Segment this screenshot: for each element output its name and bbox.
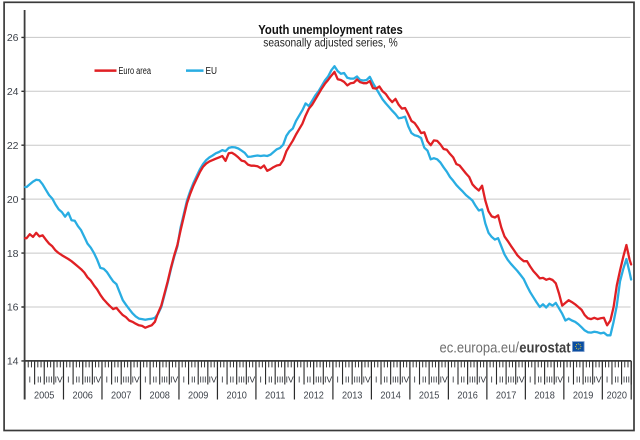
svg-text:20: 20	[7, 194, 19, 206]
svg-text:III: III	[161, 374, 168, 384]
svg-text:2020: 2020	[607, 390, 628, 402]
svg-text:I: I	[221, 374, 223, 384]
svg-text:III: III	[46, 374, 53, 384]
svg-text:II: II	[268, 374, 273, 384]
svg-text:III: III	[353, 374, 360, 384]
svg-text:IV: IV	[209, 374, 217, 384]
svg-text:I: I	[260, 374, 262, 384]
svg-text:I: I	[337, 374, 339, 384]
svg-text:14: 14	[7, 356, 19, 368]
svg-text:IV: IV	[401, 374, 409, 384]
svg-text:ec.europa.eu/: ec.europa.eu/	[440, 340, 520, 356]
svg-text:I: I	[606, 374, 608, 384]
svg-text:II: II	[230, 374, 235, 384]
svg-text:seasonally adjusted series, %: seasonally adjusted series, %	[263, 36, 398, 50]
svg-text:22: 22	[7, 140, 19, 152]
svg-text:2008: 2008	[150, 390, 171, 402]
svg-text:I: I	[414, 374, 416, 384]
svg-text:IV: IV	[132, 374, 140, 384]
svg-text:II: II	[576, 374, 581, 384]
svg-text:I: I	[529, 374, 531, 384]
svg-text:II: II	[383, 374, 388, 384]
svg-text:IV: IV	[55, 374, 63, 384]
svg-text:II: II	[460, 374, 465, 384]
svg-text:II: II	[153, 374, 158, 384]
svg-text:I: I	[568, 374, 570, 384]
svg-text:III: III	[430, 374, 437, 384]
svg-text:IV: IV	[593, 374, 601, 384]
svg-text:I: I	[144, 374, 146, 384]
svg-text:IV: IV	[555, 374, 563, 384]
svg-text:2019: 2019	[573, 390, 594, 402]
svg-text:I: I	[183, 374, 185, 384]
svg-text:III: III	[84, 374, 91, 384]
svg-text:Youth unemployment rates: Youth unemployment rates	[258, 22, 403, 37]
svg-text:II: II	[76, 374, 81, 384]
svg-text:I: I	[298, 374, 300, 384]
svg-text:IV: IV	[286, 374, 294, 384]
svg-text:Euro area: Euro area	[119, 66, 152, 77]
svg-text:IV: IV	[516, 374, 524, 384]
svg-text:III: III	[199, 374, 206, 384]
svg-text:2013: 2013	[342, 390, 363, 402]
svg-text:III: III	[392, 374, 399, 384]
svg-text:III: III	[584, 374, 591, 384]
svg-text:IV: IV	[247, 374, 255, 384]
svg-text:III: III	[276, 374, 283, 384]
svg-text:2010: 2010	[227, 390, 248, 402]
svg-text:2005: 2005	[34, 390, 55, 402]
svg-text:2015: 2015	[419, 390, 440, 402]
svg-text:II: II	[422, 374, 427, 384]
svg-text:I: I	[452, 374, 454, 384]
svg-text:II: II	[537, 374, 542, 384]
svg-text:IV: IV	[324, 374, 332, 384]
svg-text:I: I	[29, 374, 31, 384]
svg-text:II: II	[345, 374, 350, 384]
svg-text:EU: EU	[206, 66, 218, 77]
svg-text:I: I	[375, 374, 377, 384]
svg-text:eurostat: eurostat	[519, 340, 570, 356]
svg-text:2014: 2014	[380, 390, 401, 402]
svg-text:III: III	[623, 374, 630, 384]
svg-text:2011: 2011	[265, 390, 286, 402]
svg-text:I: I	[491, 374, 493, 384]
svg-text:2012: 2012	[304, 390, 325, 402]
svg-text:II: II	[499, 374, 504, 384]
svg-text:2006: 2006	[73, 390, 94, 402]
svg-text:I: I	[67, 374, 69, 384]
svg-text:2007: 2007	[111, 390, 132, 402]
svg-text:IV: IV	[440, 374, 448, 384]
svg-text:18: 18	[7, 248, 19, 260]
svg-text:II: II	[614, 374, 619, 384]
svg-text:IV: IV	[478, 374, 486, 384]
svg-text:2016: 2016	[457, 390, 478, 402]
svg-text:III: III	[238, 374, 245, 384]
svg-text:III: III	[469, 374, 476, 384]
svg-text:III: III	[315, 374, 322, 384]
svg-text:II: II	[114, 374, 119, 384]
svg-text:2017: 2017	[496, 390, 517, 402]
svg-text:24: 24	[7, 86, 19, 98]
svg-text:IV: IV	[93, 374, 101, 384]
svg-text:III: III	[546, 374, 553, 384]
svg-text:16: 16	[7, 302, 19, 314]
svg-text:IV: IV	[363, 374, 371, 384]
svg-text:26: 26	[7, 32, 19, 44]
svg-text:III: III	[122, 374, 129, 384]
svg-text:I: I	[106, 374, 108, 384]
svg-text:III: III	[507, 374, 514, 384]
svg-text:II: II	[37, 374, 42, 384]
svg-text:II: II	[307, 374, 312, 384]
svg-text:2009: 2009	[188, 390, 209, 402]
svg-text:2018: 2018	[534, 390, 555, 402]
svg-text:IV: IV	[170, 374, 178, 384]
svg-text:II: II	[191, 374, 196, 384]
